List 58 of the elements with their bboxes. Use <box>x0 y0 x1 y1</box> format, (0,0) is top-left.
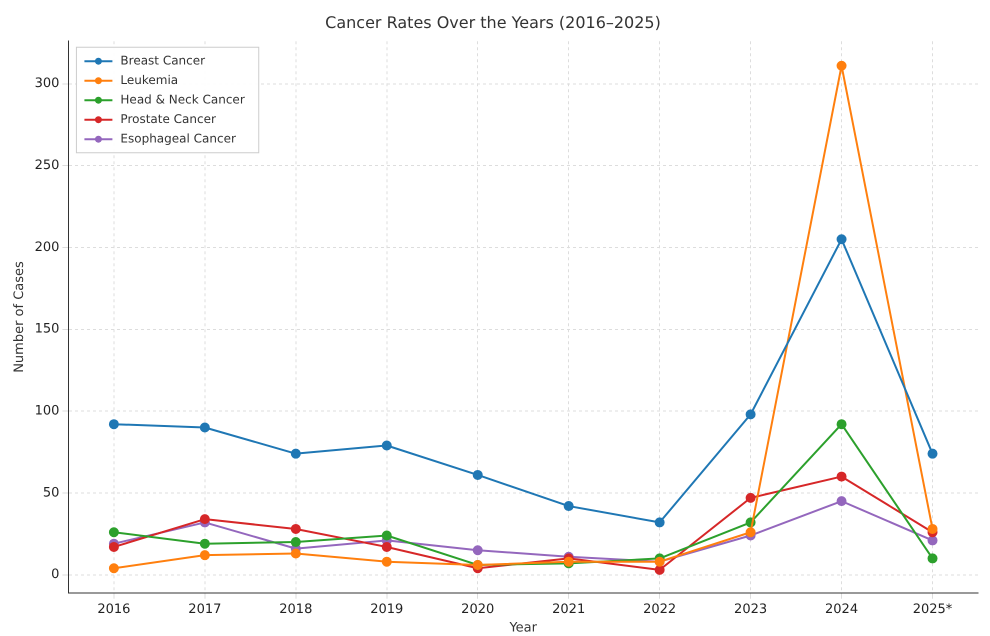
point <box>928 524 938 534</box>
point <box>654 564 665 575</box>
point <box>472 470 483 480</box>
legend-label: Esophageal Cancer <box>120 131 236 146</box>
point <box>836 472 847 482</box>
point <box>564 501 574 512</box>
y-tick-label: 50 <box>42 485 60 500</box>
point <box>200 538 210 549</box>
point <box>836 234 847 244</box>
y-tick-label: 250 <box>34 158 60 173</box>
point <box>382 556 392 567</box>
point <box>290 524 301 534</box>
x-tick-label: 2025* <box>912 602 953 617</box>
legend-label: Prostate Cancer <box>120 112 216 126</box>
x-tick-label: 2017 <box>188 602 222 617</box>
point <box>108 527 119 538</box>
y-tick-label: 300 <box>34 76 60 92</box>
point <box>836 496 847 506</box>
point <box>382 530 392 541</box>
point <box>472 545 483 556</box>
y-axis-title: Number of Cases <box>12 260 28 373</box>
x-tick-label: 2024 <box>825 602 858 617</box>
point <box>200 550 210 560</box>
point <box>108 542 119 552</box>
point <box>108 419 119 430</box>
point <box>746 492 756 503</box>
chart-title: Cancer Rates Over the Years (2016–2025) <box>325 12 661 32</box>
y-tick-label: 0 <box>51 567 60 582</box>
x-tick-label: 2020 <box>461 602 494 617</box>
x-tick-label: 2021 <box>552 602 586 617</box>
legend-label: Head & Neck Cancer <box>120 92 245 106</box>
legend-label: Breast Cancer <box>120 53 206 68</box>
point <box>108 563 119 574</box>
point <box>836 419 847 430</box>
point <box>382 440 392 450</box>
point <box>746 527 756 538</box>
point <box>928 448 938 459</box>
point <box>928 535 938 546</box>
point <box>746 409 756 420</box>
point <box>290 548 301 559</box>
x-tick-label: 2019 <box>370 602 404 617</box>
y-tick-label: 200 <box>34 240 60 255</box>
x-tick-label: 2018 <box>279 602 312 617</box>
point <box>654 517 665 528</box>
point <box>928 553 938 564</box>
x-tick-label: 2016 <box>97 602 130 617</box>
point <box>836 60 847 71</box>
point <box>290 448 301 459</box>
legend-label: Leukemia <box>120 72 178 87</box>
x-tick-label: 2022 <box>643 602 676 617</box>
point <box>200 422 210 432</box>
y-tick-label: 150 <box>34 322 60 337</box>
x-axis-title: Year <box>508 620 538 636</box>
point <box>290 537 301 548</box>
point <box>382 542 392 552</box>
y-tick-label: 100 <box>34 403 60 418</box>
x-tick-label: 2023 <box>734 602 768 617</box>
point <box>200 514 210 524</box>
